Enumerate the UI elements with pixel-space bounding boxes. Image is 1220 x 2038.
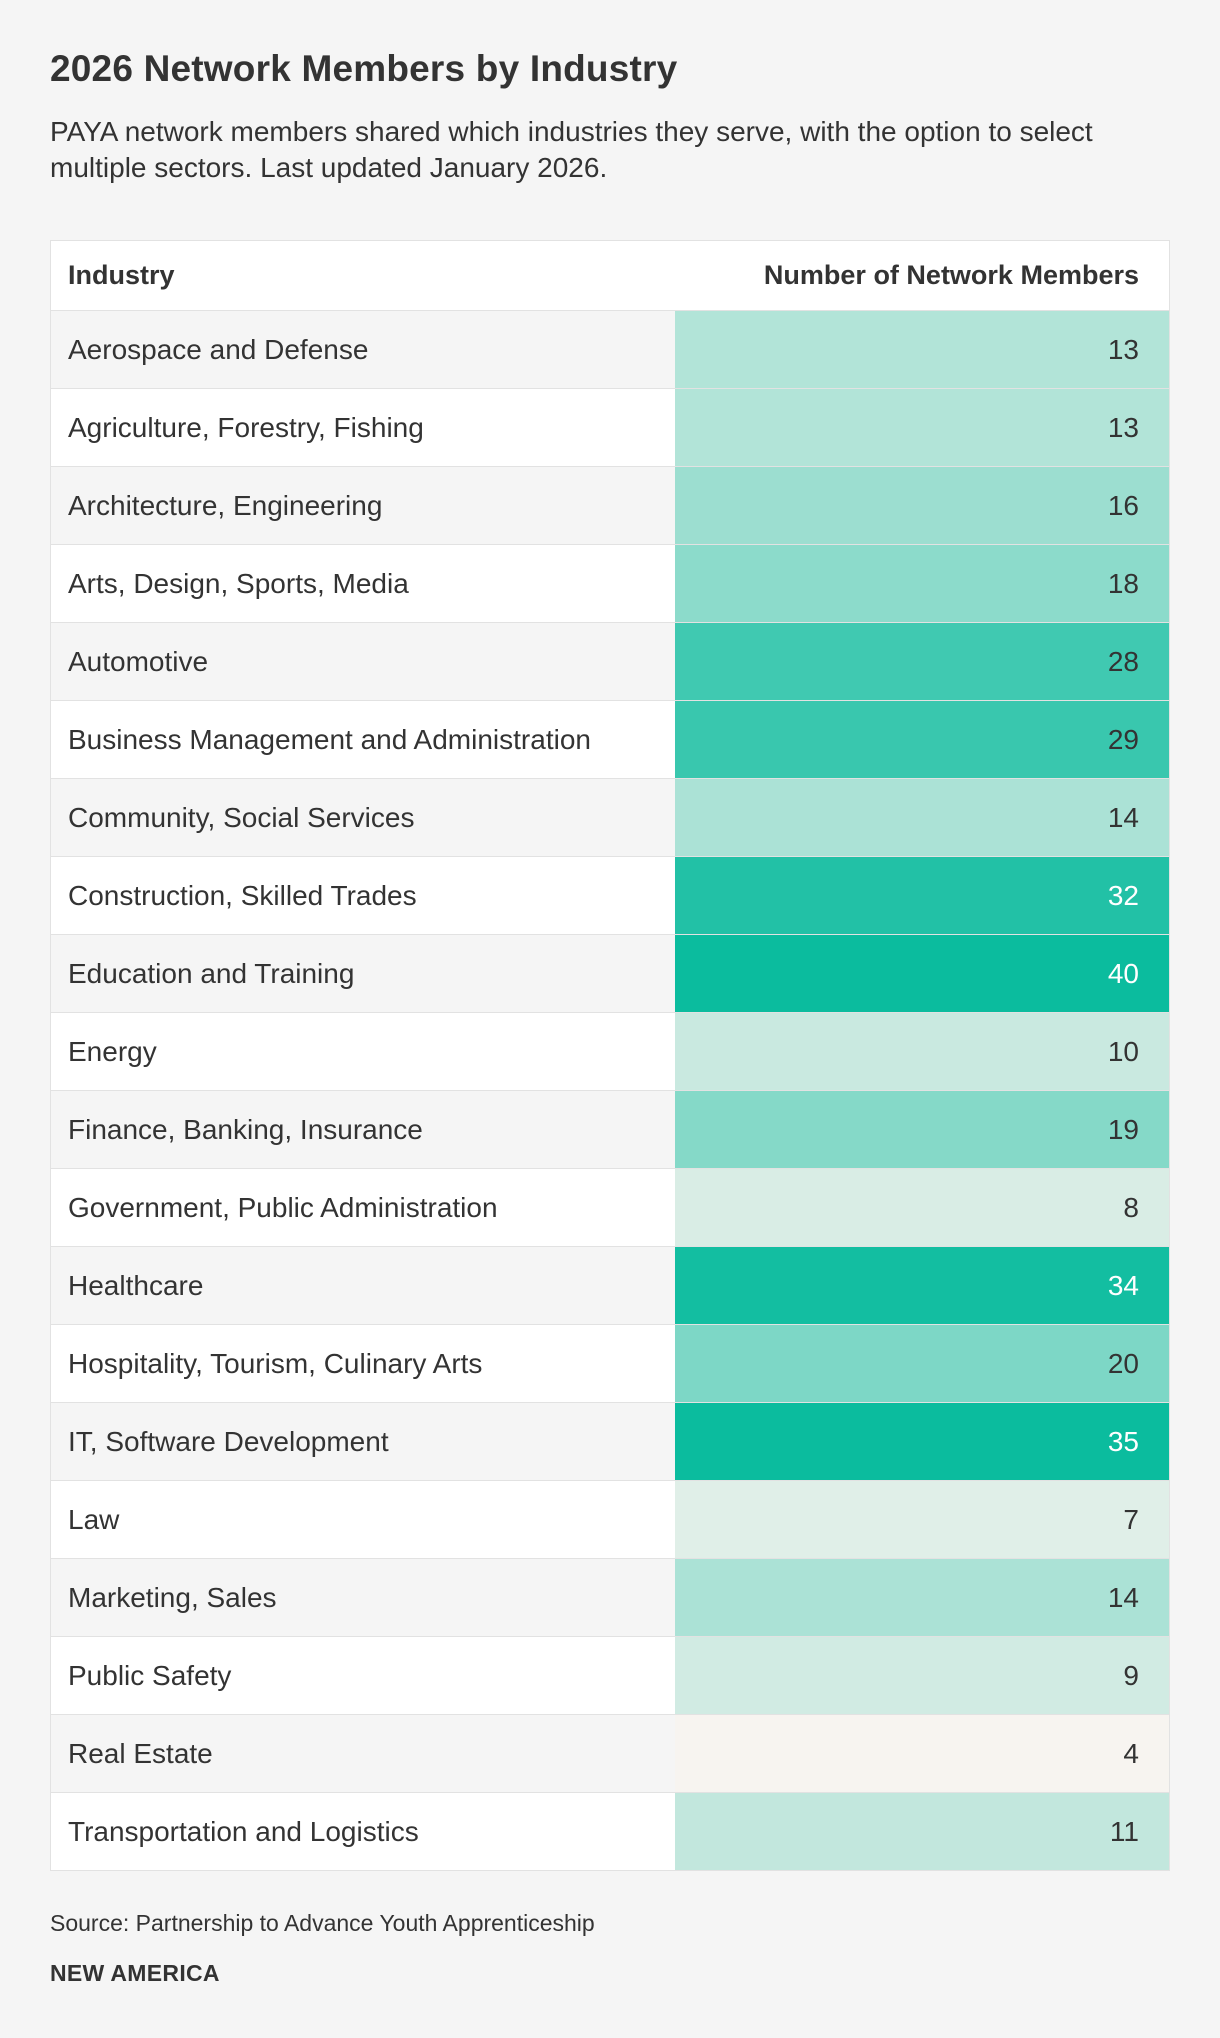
table-row: Agriculture, Forestry, Fishing 13 — [51, 389, 1169, 467]
members-value-cell: 28 — [675, 623, 1169, 700]
members-value-cell: 16 — [675, 467, 1169, 544]
members-value-cell: 29 — [675, 701, 1169, 778]
industry-cell: Marketing, Sales — [51, 1559, 675, 1636]
members-value-cell: 14 — [675, 1559, 1169, 1636]
members-value-cell: 34 — [675, 1247, 1169, 1324]
members-value-cell: 10 — [675, 1013, 1169, 1090]
table-row: Public Safety 9 — [51, 1637, 1169, 1715]
industry-cell: Education and Training — [51, 935, 675, 1012]
industry-cell: Business Management and Administration — [68, 723, 591, 755]
members-value-cell: 18 — [675, 545, 1169, 622]
members-value-cell: 4 — [675, 1715, 1169, 1792]
table-header-row: Industry Number of Network Members — [51, 241, 1169, 311]
members-value-cell: 14 — [675, 779, 1169, 856]
industry-cell: IT, Software Development — [51, 1403, 675, 1480]
table-row: Real Estate 4 — [51, 1715, 1169, 1793]
industry-cell: Government, Public Administration — [68, 1191, 498, 1223]
members-value-cell: 7 — [675, 1481, 1169, 1558]
table-row: Energy 10 — [51, 1013, 1169, 1091]
data-table: Industry Number of Network Members Aeros… — [50, 240, 1170, 1871]
members-value-cell: 9 — [675, 1637, 1169, 1714]
table-row: Construction, Skilled Trades 32 — [51, 857, 1169, 935]
industry-cell: Agriculture, Forestry, Fishing — [68, 411, 424, 443]
members-value-cell: 11 — [675, 1793, 1169, 1870]
industry-cell: Community, Social Services — [51, 779, 675, 856]
members-value-cell: 13 — [675, 389, 1169, 466]
table-body: Aerospace and Defense 13 Agriculture, Fore… — [51, 311, 1169, 1870]
industry-cell: Real Estate — [51, 1715, 675, 1792]
industry-cell: Aerospace and Defense — [51, 311, 675, 388]
table-row: Marketing, Sales 14 — [51, 1559, 1169, 1637]
industry-cell: Arts, Design, Sports, Media — [68, 567, 409, 599]
table-row: Hospitality, Tourism, Culinary Arts 20 — [51, 1325, 1169, 1403]
table-row: Business Management and Administration 29 — [51, 701, 1169, 779]
members-value-cell: 13 — [675, 311, 1169, 388]
table-row: IT, Software Development 35 — [51, 1403, 1169, 1481]
industry-cell: Healthcare — [51, 1247, 675, 1324]
chart-title: 2026 Network Members by Industry — [50, 48, 678, 89]
industry-cell: Hospitality, Tourism, Culinary Arts — [68, 1347, 483, 1379]
industry-cell: Construction, Skilled Trades — [68, 879, 417, 911]
table-row: Aerospace and Defense 13 — [51, 311, 1169, 389]
table-row: Transportation and Logistics 11 — [51, 1793, 1169, 1870]
table-row: Finance, Banking, Insurance 19 — [51, 1091, 1169, 1169]
industry-cell: Law — [68, 1503, 120, 1535]
members-value-cell: 35 — [675, 1403, 1169, 1480]
table-row: Architecture, Engineering 16 — [51, 467, 1169, 545]
members-value-cell: 40 — [675, 935, 1169, 1012]
industry-cell: Finance, Banking, Insurance — [51, 1091, 675, 1168]
members-value-cell: 8 — [675, 1169, 1169, 1246]
members-value-cell: 19 — [675, 1091, 1169, 1168]
industry-cell: Transportation and Logistics — [68, 1815, 419, 1847]
source-note: Source: Partnership to Advance Youth App… — [50, 1910, 595, 1936]
brand-logo-text: NEW AMERICA — [50, 1960, 220, 1986]
column-header-members[interactable]: Number of Network Members — [763, 260, 1139, 290]
members-value-cell: 20 — [675, 1325, 1169, 1402]
industry-cell: Public Safety — [68, 1659, 232, 1691]
header-block: 2026 Network Members by Industry PAYA ne… — [50, 48, 1170, 186]
column-header-industry[interactable]: Industry — [68, 260, 175, 290]
industry-cell: Architecture, Engineering — [51, 467, 675, 544]
table-row: Education and Training 40 — [51, 935, 1169, 1013]
members-value-cell: 32 — [675, 857, 1169, 934]
table-row: Automotive 28 — [51, 623, 1169, 701]
table-row: Community, Social Services 14 — [51, 779, 1169, 857]
chart-subtitle: PAYA network members shared which indust… — [50, 116, 1093, 183]
industry-cell: Energy — [68, 1035, 157, 1067]
table-row: Healthcare 34 — [51, 1247, 1169, 1325]
table-row: Government, Public Administration 8 — [51, 1169, 1169, 1247]
table-row: Law 7 — [51, 1481, 1169, 1559]
table-row: Arts, Design, Sports, Media 18 — [51, 545, 1169, 623]
industry-cell: Automotive — [51, 623, 675, 700]
